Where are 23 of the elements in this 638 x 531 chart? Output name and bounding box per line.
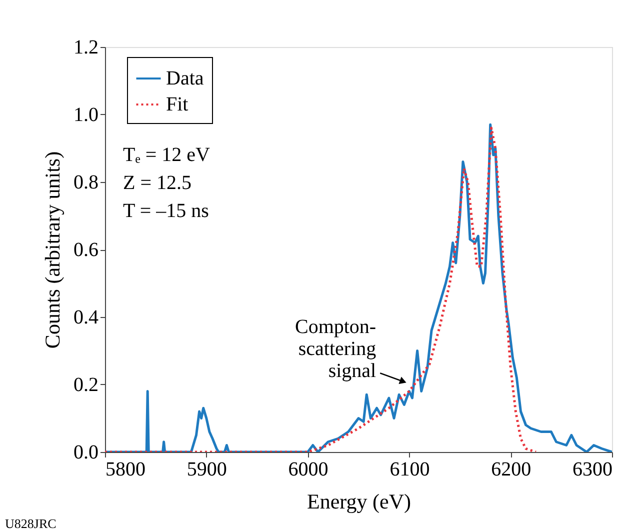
- annotation: Compton- scattering signal: [294, 316, 377, 382]
- x-tick-label: 6300: [572, 458, 612, 480]
- annotation: Tₑ = 12 eV: [123, 144, 210, 166]
- x-tick-label: 5800: [106, 458, 146, 480]
- y-tick-label: 1.2: [74, 36, 98, 58]
- legend-label: Fit: [166, 94, 189, 116]
- y-tick-label: 0.8: [74, 172, 98, 194]
- x-tick-label: 6100: [390, 458, 430, 480]
- x-tick-label: 6000: [288, 458, 328, 480]
- line-series: [105, 126, 538, 452]
- y-axis-title: Counts (arbitrary units): [40, 151, 64, 349]
- legend-label: Data: [166, 68, 204, 90]
- annotation: T = –15 ns: [123, 200, 210, 222]
- text: U828JRC: [5, 516, 56, 531]
- annotation: Z = 12.5: [123, 172, 192, 194]
- x-tick-label: 5900: [186, 458, 227, 480]
- y-tick-label: 0.0: [74, 442, 98, 464]
- y-tick-label: 0.2: [74, 374, 98, 396]
- x-tick-label: 6200: [491, 458, 532, 480]
- x-axis-title: Energy (eV): [307, 490, 411, 514]
- y-tick-label: 1.0: [74, 104, 98, 126]
- y-tick-label: 0.4: [74, 306, 98, 328]
- y-tick-label: 0.6: [74, 239, 98, 261]
